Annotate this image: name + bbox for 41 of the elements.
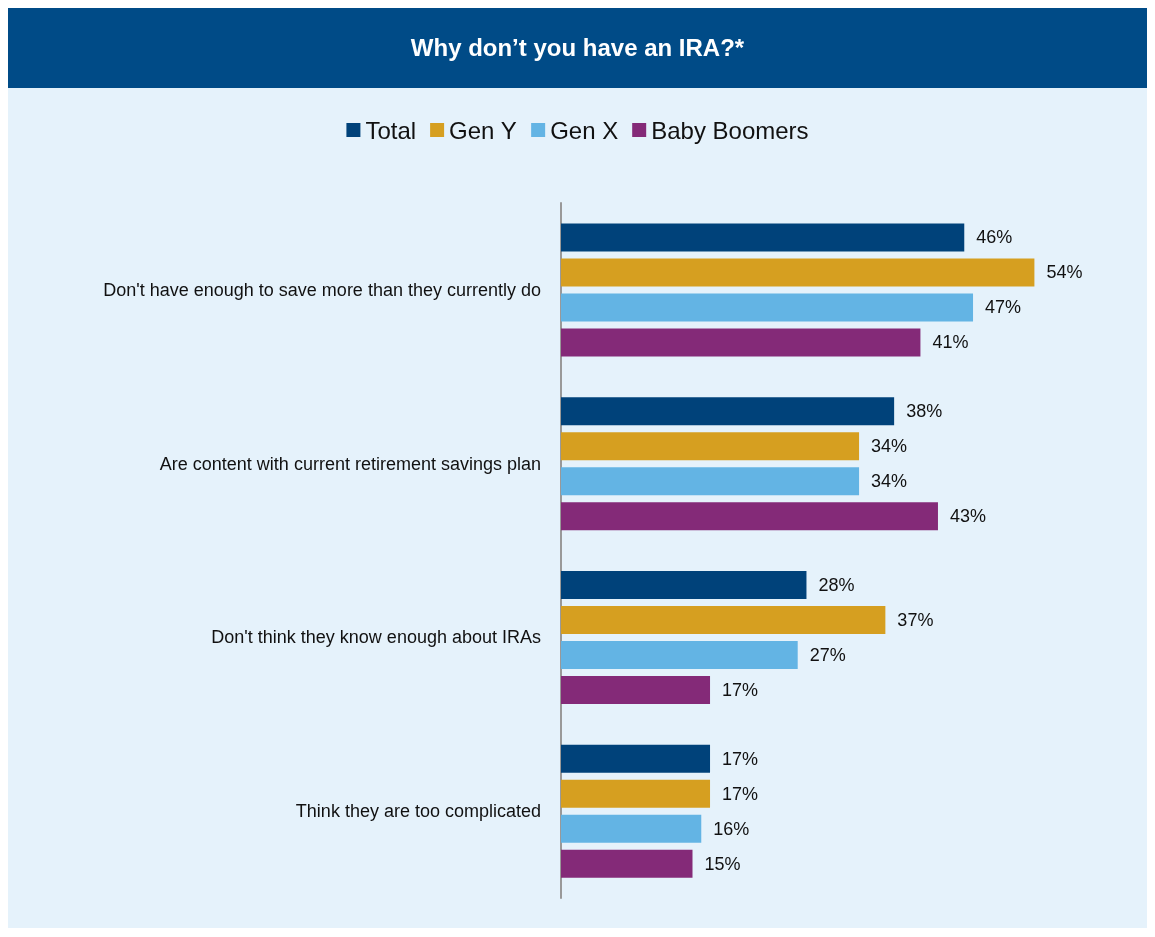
chart-title: Why don’t you have an IRA?*: [8, 8, 1147, 88]
bar: [561, 223, 965, 252]
legend-label: Total: [365, 116, 417, 144]
y-tick-label: Think they are too complicated: [295, 801, 541, 822]
data-label: 17%: [722, 748, 759, 769]
data-label: 43%: [949, 506, 986, 527]
bar: [561, 397, 895, 426]
data-label: 47%: [985, 297, 1022, 318]
data-label: 38%: [906, 401, 943, 422]
bar: [561, 293, 974, 322]
bar: [561, 744, 711, 773]
data-label: 27%: [809, 644, 846, 665]
data-label: 16%: [713, 818, 750, 839]
data-label: 28%: [818, 574, 855, 595]
legend-label: Gen X: [550, 116, 619, 144]
data-label: 15%: [704, 853, 741, 874]
legend-label: Baby Boomers: [651, 116, 809, 144]
bar: [561, 258, 1035, 287]
data-label: 34%: [871, 471, 908, 492]
data-label: 17%: [722, 783, 759, 804]
data-label: 46%: [976, 227, 1013, 248]
legend-label: Gen Y: [449, 116, 517, 144]
data-label: 41%: [932, 332, 969, 353]
y-tick-label: Don't have enough to save more than they currently do: [103, 279, 541, 300]
bar: [561, 779, 711, 808]
bar: [561, 502, 938, 531]
bar: [561, 570, 807, 599]
data-label: 54%: [1046, 262, 1083, 283]
y-tick-label: Don't think they know enough about IRAs: [211, 627, 541, 648]
bar: [561, 675, 711, 704]
bar: [561, 605, 886, 634]
data-label: 34%: [871, 436, 908, 457]
bar: [561, 467, 860, 496]
bar: [561, 814, 702, 843]
y-tick-label: Are content with current retirement savings plan: [159, 453, 541, 474]
data-label: 17%: [722, 679, 759, 700]
bar: [561, 432, 860, 461]
data-label: 37%: [897, 609, 934, 630]
bar: [561, 849, 693, 878]
bar: [561, 328, 921, 357]
bar: [561, 640, 798, 669]
